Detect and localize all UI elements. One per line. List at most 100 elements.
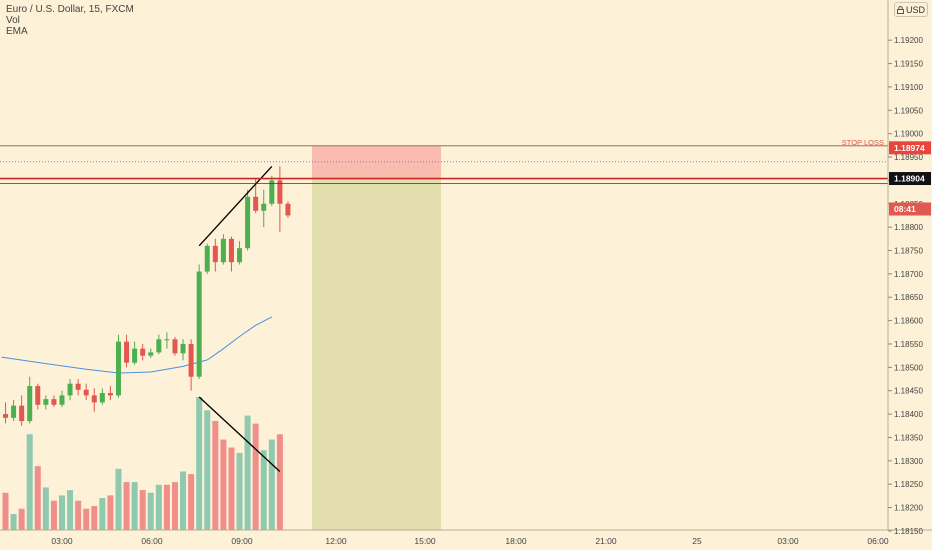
- volume-bar: [196, 397, 203, 530]
- price-tick-label: 1.18600: [894, 317, 923, 326]
- price-tick-label: 1.18700: [894, 270, 923, 279]
- price-tick-label: 1.19000: [894, 130, 923, 139]
- candle: [188, 343, 194, 377]
- volume-bar: [99, 498, 106, 530]
- candle: [107, 393, 113, 396]
- candle: [164, 339, 170, 341]
- ema-line: [1, 316, 273, 374]
- time-tick-label: 09:00: [231, 536, 253, 546]
- price-tick-label: 1.18750: [894, 247, 923, 256]
- price-tick-label: 1.19050: [894, 106, 923, 115]
- price-tick-label: 1.18550: [894, 340, 923, 349]
- price-tick-label: 1.18950: [894, 153, 923, 162]
- candle: [285, 203, 291, 216]
- volume-bar: [107, 495, 114, 530]
- candle: [148, 352, 154, 356]
- entry-price-label: 1.18904: [894, 174, 925, 184]
- price-tick-label: 1.18300: [894, 457, 923, 466]
- stop-price-label-bg: [889, 141, 931, 155]
- volume-bar: [115, 468, 122, 530]
- candle: [245, 196, 251, 249]
- volume-bar: [220, 439, 227, 530]
- candle: [115, 341, 121, 396]
- volume-bar: [212, 420, 219, 530]
- volume-bar: [67, 490, 74, 530]
- candle: [261, 203, 267, 211]
- stop-loss-zone[interactable]: [312, 145, 441, 179]
- volume-bar: [58, 495, 65, 530]
- stop-loss-annotation: STOP LOSS: [842, 138, 884, 147]
- volume-trendline[interactable]: [198, 396, 281, 472]
- volume-bar: [171, 482, 178, 530]
- time-tick-label: 18:00: [505, 536, 527, 546]
- ema-indicator-label[interactable]: EMA: [6, 26, 28, 37]
- volume-bar: [180, 471, 187, 530]
- volume-bar: [147, 492, 154, 530]
- candle: [124, 341, 130, 363]
- candle: [269, 180, 275, 204]
- candle: [277, 180, 283, 204]
- time-tick-label: 03:00: [51, 536, 73, 546]
- volume-bar: [123, 482, 130, 530]
- time-tick-label: 15:00: [414, 536, 436, 546]
- volume-indicator-label[interactable]: Vol: [6, 15, 20, 26]
- candle: [91, 395, 97, 403]
- candle: [228, 238, 234, 263]
- price-tick-label: 1.18650: [894, 293, 923, 302]
- candle: [99, 393, 105, 403]
- symbol-title[interactable]: Euro / U.S. Dollar, 15, FXCM: [6, 4, 134, 15]
- price-tick-label: 1.18800: [894, 223, 923, 232]
- candle: [212, 245, 218, 263]
- take-profit-zone[interactable]: [312, 178, 441, 530]
- candle: [220, 238, 226, 263]
- stop-price-label: 1.18974: [894, 143, 925, 153]
- time-tick-label: 03:00: [777, 536, 799, 546]
- candle: [180, 343, 186, 354]
- volume-bar: [26, 434, 33, 530]
- volume-bar: [204, 410, 211, 530]
- volume-bar: [268, 439, 275, 530]
- volume-bar: [34, 466, 41, 530]
- candle: [67, 383, 73, 396]
- candle: [43, 399, 49, 405]
- price-tick-label: 1.19200: [894, 36, 923, 45]
- candle: [237, 248, 243, 263]
- entry-price-label-bg: [889, 172, 931, 186]
- volume-bar: [131, 482, 138, 530]
- candle: [132, 348, 138, 363]
- currency-button[interactable]: USD: [894, 2, 928, 17]
- countdown-label-bg: [889, 202, 931, 216]
- candle: [172, 339, 178, 354]
- price-tick-label: 1.18200: [894, 504, 923, 513]
- volume-bar: [91, 506, 98, 530]
- price-tick-label: 1.19100: [894, 83, 923, 92]
- volume-bar: [10, 514, 17, 530]
- time-tick-label: 06:00: [141, 536, 163, 546]
- volume-bar: [83, 508, 90, 530]
- volume-bar: [75, 500, 82, 530]
- candle: [59, 395, 65, 405]
- candle: [19, 405, 25, 422]
- volume-bar: [244, 415, 251, 530]
- price-tick-label: 1.19150: [894, 60, 923, 69]
- volume-bar: [155, 484, 162, 530]
- volume-bar: [2, 492, 9, 530]
- price-trendline[interactable]: [198, 165, 273, 247]
- price-tick-label: 1.18450: [894, 387, 923, 396]
- candle: [11, 405, 17, 418]
- time-tick-label: 12:00: [325, 536, 347, 546]
- candle: [196, 271, 202, 377]
- price-tick-label: 1.18400: [894, 410, 923, 419]
- volume-bar: [42, 487, 49, 530]
- volume-bar: [276, 434, 283, 530]
- volume-bar: [139, 490, 146, 530]
- price-tick-label: 1.18350: [894, 433, 923, 442]
- volume-bar: [188, 474, 195, 530]
- time-tick-label: 21:00: [595, 536, 617, 546]
- time-tick-label: 25: [692, 536, 702, 546]
- chart-legend: Euro / U.S. Dollar, 15, FXCM Vol EMA: [6, 4, 134, 37]
- candle: [35, 386, 41, 405]
- price-tick-label: 1.18150: [894, 527, 923, 536]
